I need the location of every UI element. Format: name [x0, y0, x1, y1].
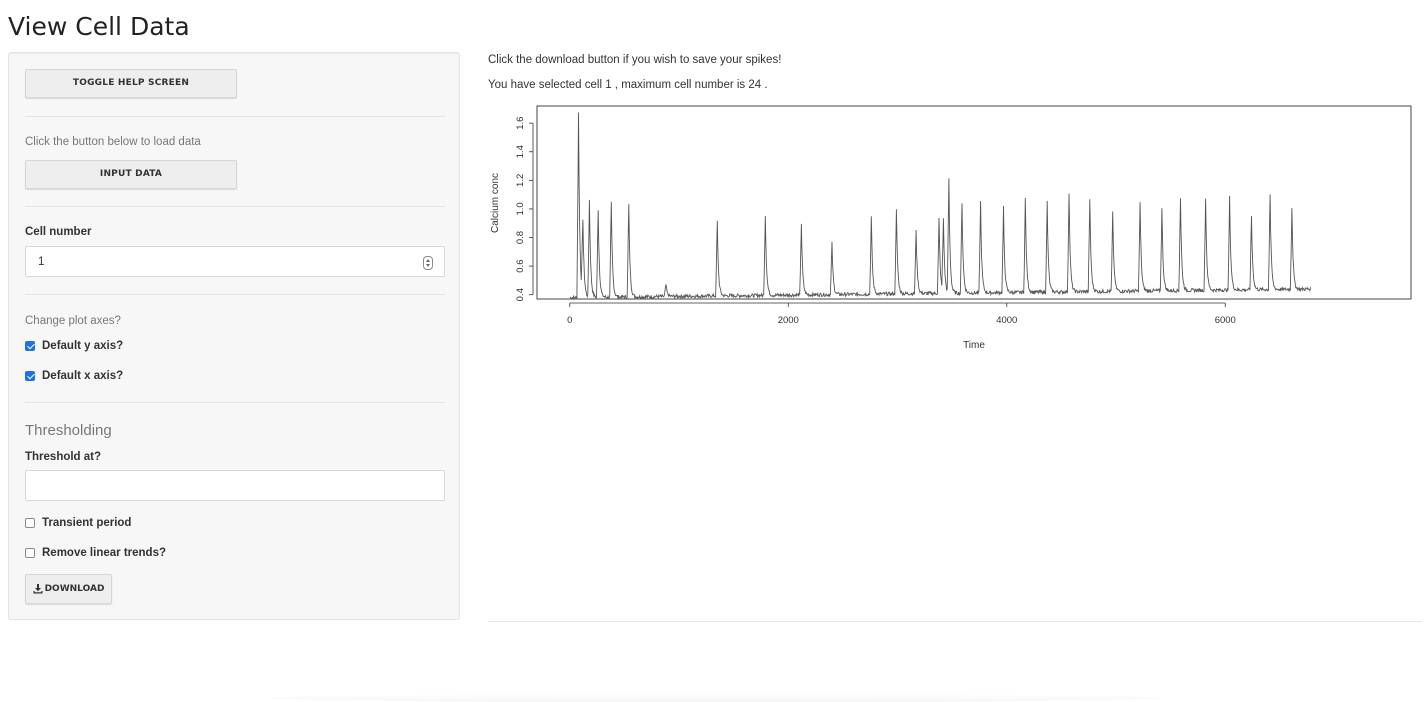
divider: [25, 402, 445, 403]
remove-trends-option[interactable]: Remove linear trends?: [25, 547, 166, 559]
axes-hint: Change plot axes?: [25, 315, 121, 327]
load-data-hint: Click the button below to load data: [25, 136, 201, 148]
y-tick-label: 1.2: [515, 174, 526, 187]
x-tick-label: 2000: [778, 315, 799, 326]
default-y-option[interactable]: Default y axis?: [25, 340, 123, 352]
series-line: [569, 112, 1311, 301]
y-tick-label: 1.0: [515, 202, 526, 215]
x-axis: 0 2000 4000 6000: [567, 302, 1236, 326]
default-y-label: Default y axis?: [42, 340, 124, 352]
y-tick-label: 1.6: [515, 117, 526, 130]
sidebar-panel: TOGGLE HELP SCREEN Click the button belo…: [8, 52, 460, 620]
x-tick-label: 0: [567, 315, 572, 326]
transient-option[interactable]: Transient period: [25, 517, 131, 529]
default-y-checkbox[interactable]: [25, 341, 35, 351]
download-hint: Click the download button if you wish to…: [488, 54, 782, 66]
remove-trends-label: Remove linear trends?: [42, 547, 166, 559]
cell-number-label: Cell number: [25, 226, 92, 238]
footer-shadow: [270, 694, 1160, 702]
download-label: DOWNLOAD: [44, 584, 105, 594]
page-title: View Cell Data: [8, 12, 190, 41]
divider: [25, 116, 445, 117]
y-tick-label: 0.6: [515, 260, 526, 273]
remove-trends-checkbox[interactable]: [25, 548, 35, 558]
cell-number-input[interactable]: [25, 246, 445, 277]
x-tick-label: 4000: [996, 315, 1017, 326]
y-tick-label: 0.4: [515, 288, 526, 301]
toggle-help-button[interactable]: TOGGLE HELP SCREEN: [25, 69, 237, 98]
calcium-plot: 0.4 0.6 0.8 1.0 1.2 1.4 1.6 0 2000 4000 6000 Calc…: [490, 105, 1412, 351]
download-icon: [33, 584, 43, 594]
x-tick-label: 6000: [1215, 315, 1236, 326]
y-tick-label: 1.4: [515, 145, 526, 158]
plot-frame: [536, 105, 1412, 300]
y-axis-label: Calcium conc: [490, 173, 501, 233]
main-divider: [488, 621, 1422, 622]
thresholding-title: Thresholding: [25, 422, 112, 439]
download-button[interactable]: DOWNLOAD: [25, 574, 112, 604]
y-tick-label: 0.8: [515, 231, 526, 244]
x-axis-label: Time: [963, 340, 985, 351]
threshold-input[interactable]: [25, 470, 445, 501]
divider: [25, 294, 445, 295]
threshold-label: Threshold at?: [25, 451, 102, 463]
default-x-label: Default x axis?: [42, 370, 124, 382]
cell-number-spinner-icon[interactable]: [423, 256, 433, 270]
default-x-checkbox[interactable]: [25, 371, 35, 381]
transient-label: Transient period: [42, 517, 132, 529]
divider: [25, 206, 445, 207]
transient-checkbox[interactable]: [25, 518, 35, 528]
input-data-button[interactable]: INPUT DATA: [25, 160, 237, 189]
selection-status: You have selected cell 1 , maximum cell …: [488, 79, 768, 91]
y-axis: 0.4 0.6 0.8 1.0 1.2 1.4 1.6: [515, 117, 534, 301]
default-x-option[interactable]: Default x axis?: [25, 370, 123, 382]
